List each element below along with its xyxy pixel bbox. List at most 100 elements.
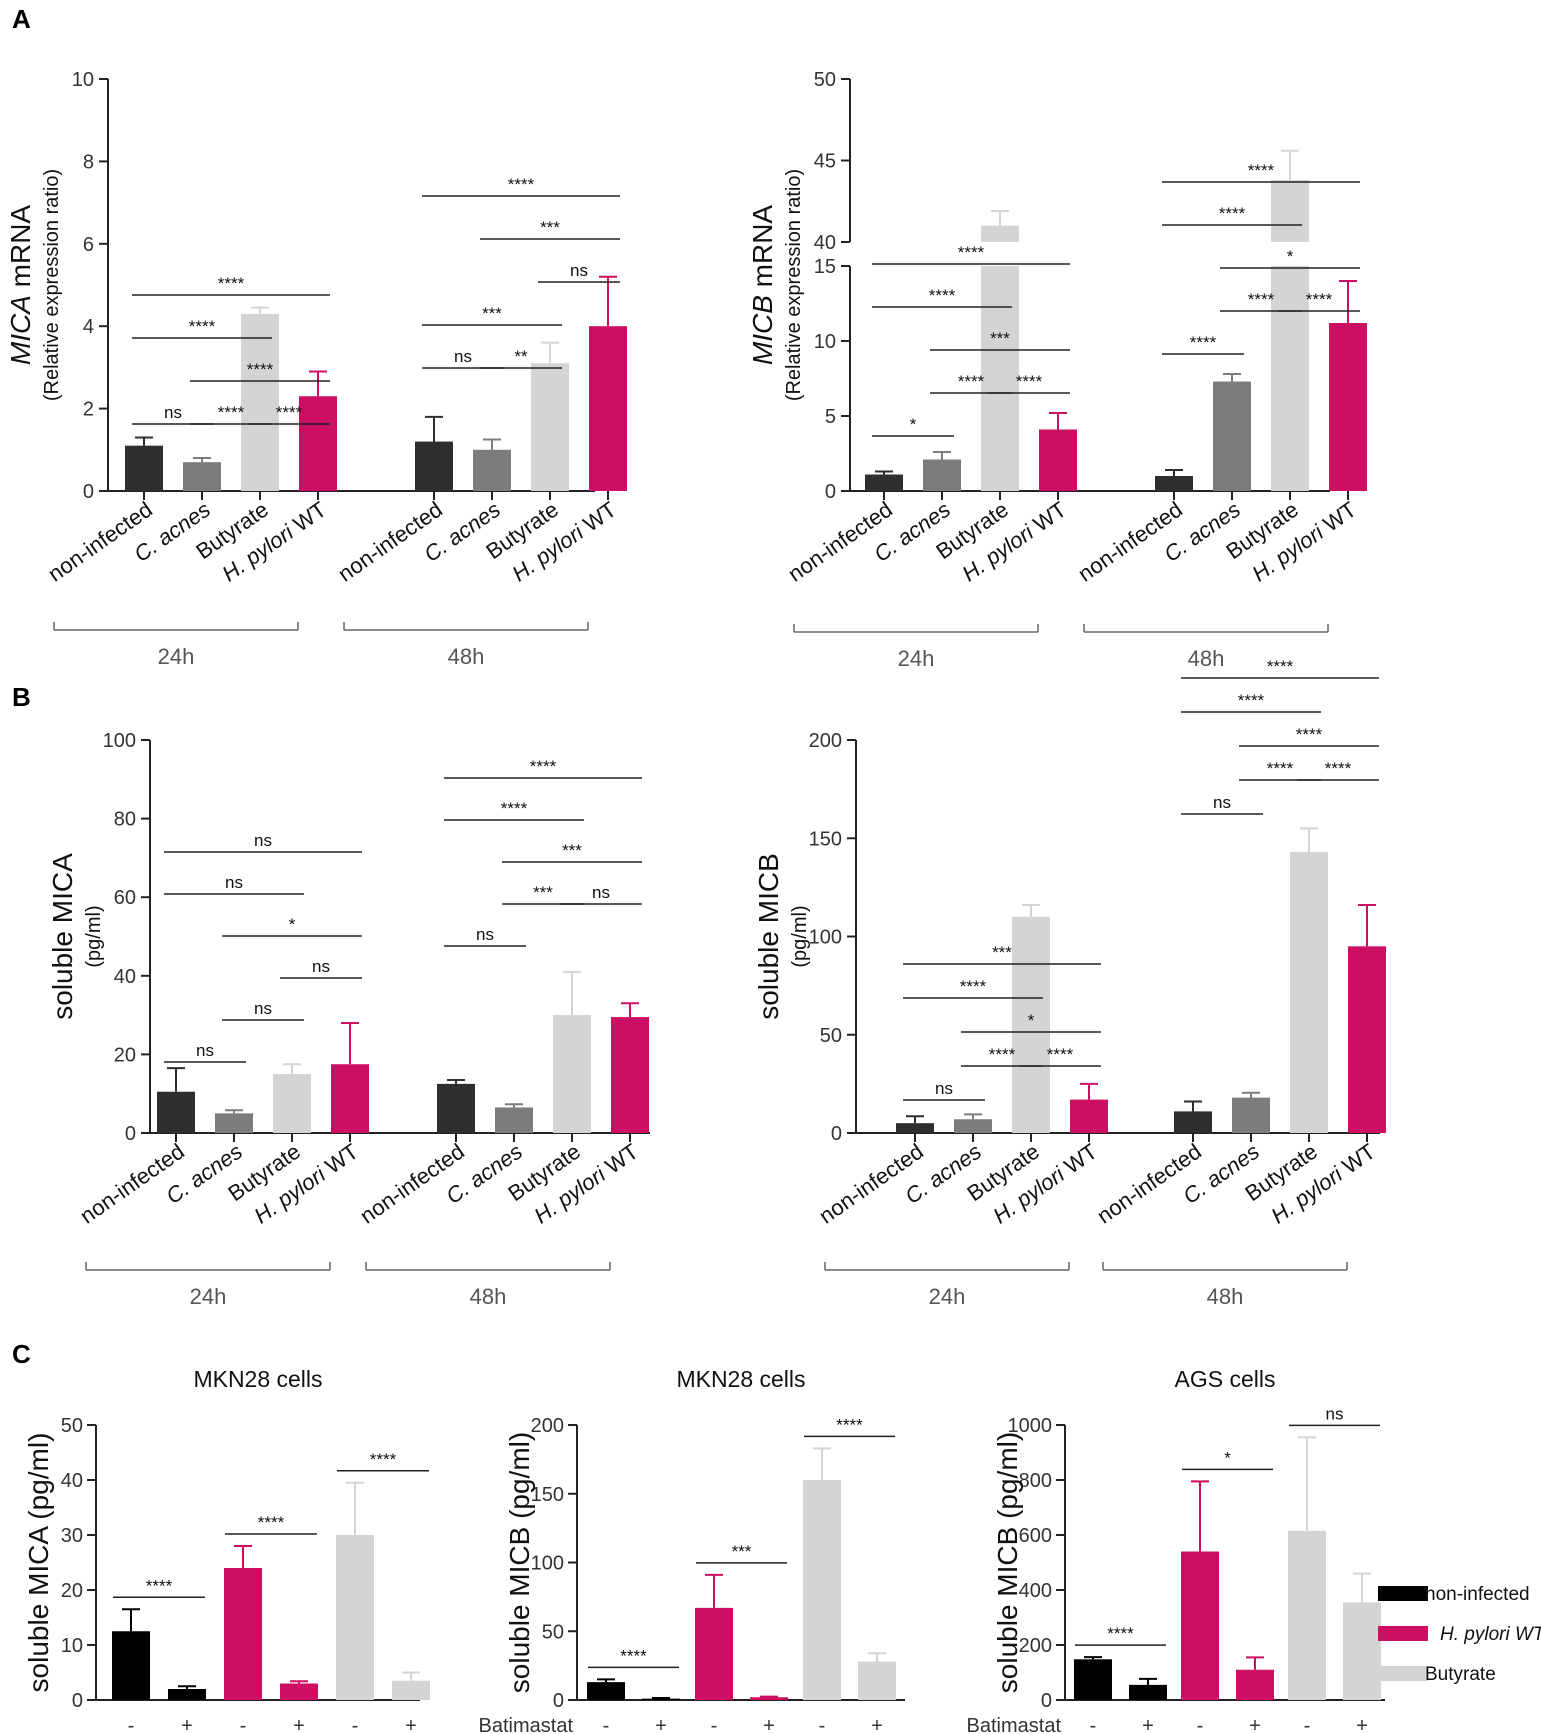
y-tick-label: 20 xyxy=(114,1044,136,1066)
significance-label: *** xyxy=(562,841,582,860)
panel-label-b: B xyxy=(12,682,31,712)
y-tick-label: 40 xyxy=(114,966,136,988)
bar-butyrate-48h xyxy=(531,363,569,491)
group-label-24h: 24h xyxy=(898,646,935,671)
bar-non_infected-batimastat-plus xyxy=(1129,1684,1167,1700)
y-axis-title: soluble MICA xyxy=(47,853,78,1020)
bar-non_infected-batimastat-minus xyxy=(1074,1659,1112,1700)
batimastat-label: Batimastat xyxy=(967,1715,1062,1734)
significance-label: **** xyxy=(530,757,557,776)
bar-butyrate-24h xyxy=(241,313,279,491)
y-axis-title: MICA mRNA xyxy=(5,205,36,366)
bar-c-acnes-24h xyxy=(183,462,221,491)
significance-label: ns xyxy=(164,403,182,422)
significance-label: *** xyxy=(992,943,1012,962)
y-tick-label: 50 xyxy=(542,1621,564,1643)
bar-non-infected-48h xyxy=(415,441,453,491)
significance-label: **** xyxy=(929,286,956,305)
y-tick-label: 1000 xyxy=(1008,1415,1053,1437)
y-tick-label: 100 xyxy=(531,1553,564,1575)
significance-label: * xyxy=(1224,1448,1231,1467)
y-axis-subtitle: (pg/ml) xyxy=(789,905,811,967)
significance-label: **** xyxy=(620,1646,647,1665)
bar-c-acnes-48h xyxy=(1213,381,1251,491)
y-tick-label: 6 xyxy=(83,234,94,256)
bar-butyrate-24h-lower xyxy=(981,266,1019,491)
significance-label: **** xyxy=(247,360,274,379)
bar-butyrate-batimastat-minus xyxy=(336,1535,374,1700)
batimastat-sign: - xyxy=(819,1715,826,1734)
significance-label: * xyxy=(1028,1011,1035,1030)
bar-h_pylori-batimastat-minus xyxy=(695,1607,733,1700)
bar-h-pylori-24h xyxy=(331,1064,369,1133)
bar-h-pylori-24h xyxy=(1070,1099,1108,1133)
y-tick-label: 0 xyxy=(125,1123,136,1145)
significance-label: ns xyxy=(225,873,243,892)
y-tick-label: 150 xyxy=(531,1484,564,1506)
bar-non_infected-batimastat-minus xyxy=(587,1682,625,1700)
y-tick-label: 200 xyxy=(531,1415,564,1437)
y-tick-label: 2 xyxy=(83,399,94,421)
y-tick-label: 100 xyxy=(103,730,136,752)
bar-h_pylori-batimastat-minus xyxy=(224,1568,262,1700)
y-tick-label: 15 xyxy=(814,256,836,278)
y-axis-title: soluble MICA (pg/ml) xyxy=(23,1433,54,1693)
batimastat-sign: - xyxy=(711,1715,718,1734)
bar-h_pylori-batimastat-plus xyxy=(750,1697,788,1700)
bar-c-acnes-48h xyxy=(473,449,511,491)
bar-butyrate-24h xyxy=(1012,916,1050,1133)
y-tick-label: 80 xyxy=(114,809,136,831)
bar-butyrate-24h xyxy=(981,225,1019,242)
chart-title: MKN28 cells xyxy=(193,1366,322,1392)
significance-label: **** xyxy=(1107,1624,1134,1643)
y-tick-label: 800 xyxy=(1019,1470,1052,1492)
bar-non-infected-24h xyxy=(896,1123,934,1133)
panel-label-a: A xyxy=(12,4,31,34)
y-tick-label: 0 xyxy=(553,1690,564,1712)
group-label-48h: 48h xyxy=(448,644,485,669)
y-axis-title: soluble MICB (pg/ml) xyxy=(504,1432,535,1693)
y-tick-label: 200 xyxy=(1019,1635,1052,1657)
group-label-24h: 24h xyxy=(929,1284,966,1309)
bar-h-pylori-24h xyxy=(1039,429,1077,491)
bar-h_pylori-batimastat-plus xyxy=(280,1683,318,1700)
y-tick-label: 0 xyxy=(83,481,94,503)
batimastat-sign: + xyxy=(871,1715,883,1734)
batimastat-sign: - xyxy=(1304,1715,1311,1734)
bar-h-pylori-48h xyxy=(611,1017,649,1133)
significance-label: **** xyxy=(1238,691,1265,710)
significance-label: **** xyxy=(189,317,216,336)
significance-label: ns xyxy=(570,261,588,280)
group-label-48h: 48h xyxy=(1188,646,1225,671)
legend-label-butyrate: Butyrate xyxy=(1425,1664,1496,1685)
y-tick-label: 10 xyxy=(61,1635,83,1657)
significance-label: **** xyxy=(1248,161,1275,180)
significance-label: **** xyxy=(1219,204,1246,223)
batimastat-sign: + xyxy=(405,1715,417,1734)
y-axis-subtitle: (pg/ml) xyxy=(83,905,105,967)
y-tick-label: 50 xyxy=(61,1415,83,1437)
significance-label: **** xyxy=(146,1576,173,1595)
bar-h-pylori-48h xyxy=(1348,946,1386,1133)
bar-butyrate-48h-lower xyxy=(1271,266,1309,491)
significance-label: *** xyxy=(482,304,502,323)
bar-non-infected-24h xyxy=(865,474,903,491)
significance-label: *** xyxy=(990,329,1010,348)
significance-label: * xyxy=(1287,247,1294,266)
bar-butyrate-batimastat-minus xyxy=(803,1480,841,1700)
batimastat-sign: + xyxy=(1249,1715,1261,1734)
significance-label: * xyxy=(289,915,296,934)
chart-c-mkn28-mica: 0 10 20 30 40 50 soluble MICA (pg/ml) MKN28 cel… xyxy=(23,1366,430,1734)
y-tick-label: 20 xyxy=(61,1580,83,1602)
bar-non-infected-48h xyxy=(1155,476,1193,491)
legend-swatch-non-infected xyxy=(1378,1586,1428,1601)
y-tick-label: 0 xyxy=(72,1690,83,1712)
y-tick-label: 10 xyxy=(814,331,836,353)
significance-label: ** xyxy=(514,347,528,366)
bar-c-acnes-24h xyxy=(954,1119,992,1133)
bar-c-acnes-48h xyxy=(1232,1097,1270,1133)
